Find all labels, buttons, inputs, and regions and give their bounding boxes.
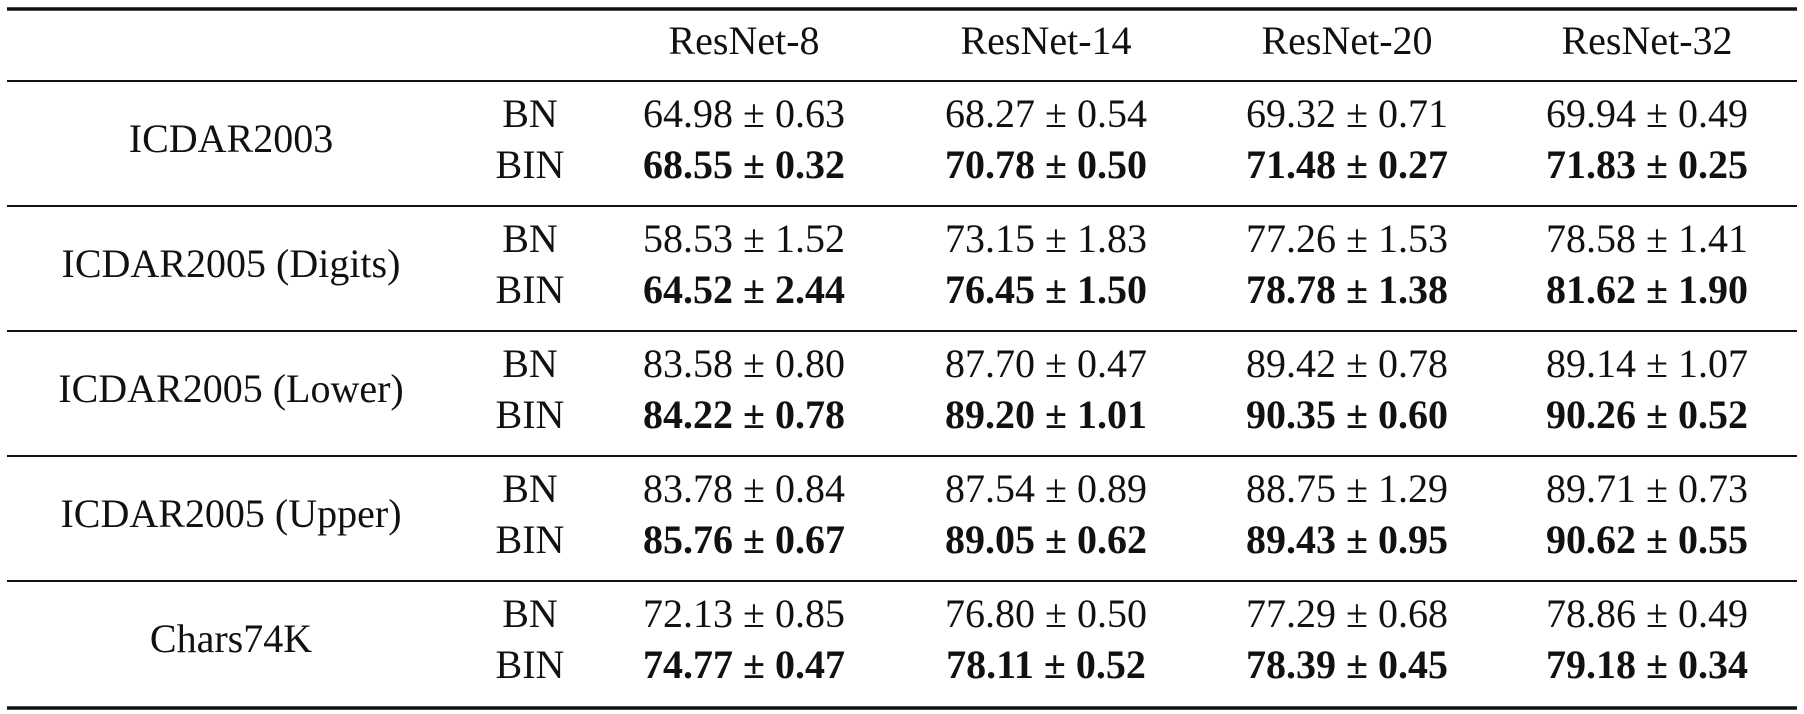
cell-value: 89.05 ± 0.62 [945,517,1147,562]
cell-value: 90.26 ± 0.52 [1546,392,1748,437]
dataset-label: ICDAR2003 [129,116,333,161]
method-label: BN [502,466,558,511]
cell-value: 83.58 ± 0.80 [643,341,845,386]
column-header: ResNet-8 [668,18,819,63]
cell-value: 89.14 ± 1.07 [1546,341,1748,386]
cell-value: 79.18 ± 0.34 [1546,642,1748,687]
method-label: BIN [496,267,565,312]
method-label: BN [502,341,558,386]
dataset-label: ICDAR2005 (Lower) [58,366,404,411]
cell-value: 89.42 ± 0.78 [1246,341,1448,386]
cell-value: 89.43 ± 0.95 [1246,517,1448,562]
cell-value: 78.39 ± 0.45 [1246,642,1448,687]
method-label: BIN [496,642,565,687]
cell-value: 69.94 ± 0.49 [1546,91,1748,136]
method-label: BIN [496,142,565,187]
cell-value: 84.22 ± 0.78 [643,392,845,437]
cell-value: 71.48 ± 0.27 [1246,142,1448,187]
cell-value: 89.71 ± 0.73 [1546,466,1748,511]
cell-value: 72.13 ± 0.85 [643,591,845,636]
cell-value: 77.29 ± 0.68 [1246,591,1448,636]
method-label: BN [502,216,558,261]
dataset-label: Chars74K [150,616,312,661]
method-label: BN [502,591,558,636]
cell-value: 89.20 ± 1.01 [945,392,1147,437]
cell-value: 76.45 ± 1.50 [945,267,1147,312]
cell-value: 77.26 ± 1.53 [1246,216,1448,261]
column-header: ResNet-20 [1261,18,1432,63]
cell-value: 87.70 ± 0.47 [945,341,1147,386]
cell-value: 64.98 ± 0.63 [643,91,845,136]
cell-value: 58.53 ± 1.52 [643,216,845,261]
cell-value: 78.58 ± 1.41 [1546,216,1748,261]
cell-value: 90.62 ± 0.55 [1546,517,1748,562]
dataset-label: ICDAR2005 (Digits) [62,241,401,286]
cell-value: 70.78 ± 0.50 [945,142,1147,187]
cell-value: 90.35 ± 0.60 [1246,392,1448,437]
method-label: BN [502,91,558,136]
cell-value: 78.11 ± 0.52 [946,642,1146,687]
dataset-label: ICDAR2005 (Upper) [60,491,401,536]
cell-value: 64.52 ± 2.44 [643,267,845,312]
cell-value: 68.55 ± 0.32 [643,142,845,187]
cell-value: 78.86 ± 0.49 [1546,591,1748,636]
cell-value: 81.62 ± 1.90 [1546,267,1748,312]
column-header: ResNet-14 [960,18,1131,63]
cell-value: 76.80 ± 0.50 [945,591,1147,636]
cell-value: 68.27 ± 0.54 [945,91,1147,136]
cell-value: 71.83 ± 0.25 [1546,142,1748,187]
cell-value: 87.54 ± 0.89 [945,466,1147,511]
method-label: BIN [496,392,565,437]
cell-value: 78.78 ± 1.38 [1246,267,1448,312]
cell-value: 85.76 ± 0.67 [643,517,845,562]
cell-value: 74.77 ± 0.47 [643,642,845,687]
cell-value: 69.32 ± 0.71 [1246,91,1448,136]
cell-value: 73.15 ± 1.83 [945,216,1147,261]
method-label: BIN [496,517,565,562]
column-header: ResNet-32 [1561,18,1732,63]
cell-value: 88.75 ± 1.29 [1246,466,1448,511]
cell-value: 83.78 ± 0.84 [643,466,845,511]
